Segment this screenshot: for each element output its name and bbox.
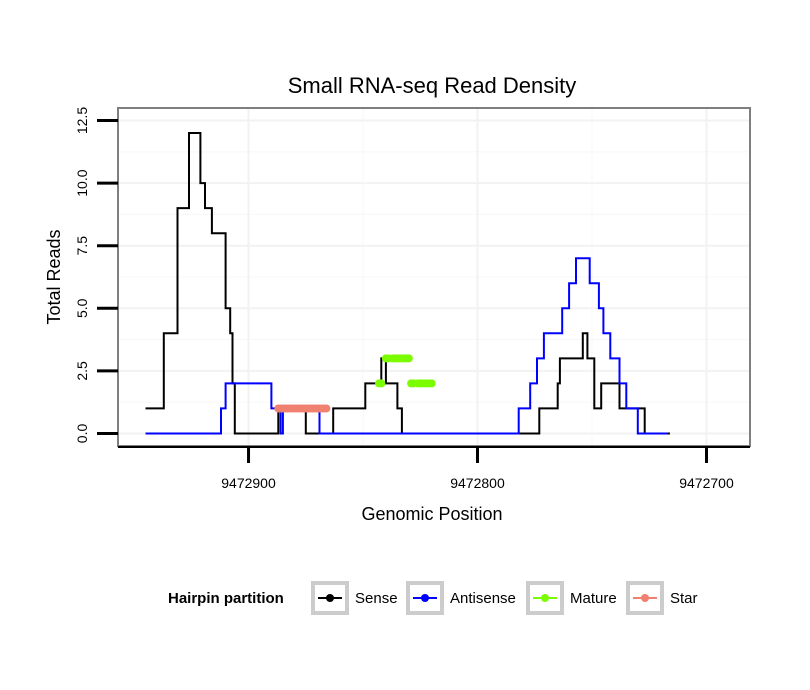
- legend-key-dot-mature: [541, 594, 549, 602]
- y-tick-label: 12.5: [74, 107, 90, 134]
- legend-key-dot-antisense: [421, 594, 429, 602]
- gridlines: [118, 108, 750, 446]
- legend-key-dot-star: [641, 594, 649, 602]
- x-tick-label: 9472800: [450, 475, 505, 491]
- y-tick-label: 2.5: [74, 361, 90, 381]
- legend-label-sense: Sense: [355, 590, 398, 607]
- sense-line: [145, 132, 670, 435]
- mature-point: [377, 379, 386, 388]
- y-tick-label: 7.5: [74, 236, 90, 256]
- x-tick-label: 9472700: [679, 475, 734, 491]
- mature-point: [427, 379, 436, 388]
- star-point: [322, 404, 331, 413]
- antisense-line: [145, 257, 668, 435]
- legend-label-star: Star: [670, 590, 698, 607]
- y-axis: 0.0 2.5 5.0 7.5 10.0 12.5: [74, 107, 118, 444]
- x-axis-title: Genomic Position: [361, 504, 502, 524]
- legend-label-antisense: Antisense: [450, 590, 516, 607]
- legend: Hairpin partition Sense Antisense Mature St…: [168, 581, 698, 615]
- y-tick-label: 5.0: [74, 298, 90, 318]
- y-axis-title: Total Reads: [44, 229, 64, 324]
- legend-key-dot-sense: [326, 594, 334, 602]
- mature-point: [404, 354, 413, 363]
- y-tick-label: 0.0: [74, 424, 90, 444]
- x-axis: 9472900 9472800 9472700: [118, 446, 750, 491]
- y-tick-label: 10.0: [74, 169, 90, 196]
- legend-label-mature: Mature: [570, 590, 617, 607]
- legend-title: Hairpin partition: [168, 590, 284, 607]
- plot-panel: [117, 107, 751, 447]
- x-tick-label: 9472900: [221, 475, 276, 491]
- series-layer: [145, 132, 670, 435]
- chart-title: Small RNA-seq Read Density: [288, 73, 577, 98]
